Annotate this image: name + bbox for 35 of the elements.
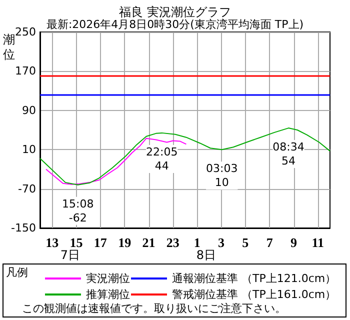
legend-label: 推算潮位 (86, 288, 130, 301)
y-tick-label: 250 (15, 26, 36, 38)
x-tick-label: 15 (70, 235, 84, 250)
x-tick-label: 23 (166, 235, 180, 250)
annotation: 03:03 10 (206, 162, 238, 190)
y-tick-label: -70 (18, 182, 36, 196)
annotation: 08:34 54 (272, 140, 304, 168)
x-tick-label: 11 (312, 235, 324, 250)
x-tick-label: 5 (242, 235, 250, 250)
legend-label: 警戒潮位基準 （TP上161.0cm） (172, 288, 336, 301)
text: この観測値は速報値です。取り扱いにご注意下さい。 (22, 302, 286, 315)
chart-subtitle: 最新:2026年4月8日0時30分(東京湾平均海面 TP上) (46, 18, 304, 31)
x-tick-label: 19 (118, 235, 132, 250)
x-tick-label: 13 (46, 235, 60, 250)
x-tick-label: 3 (218, 235, 225, 250)
x2-tick-label: 8日 (196, 248, 216, 262)
y-tick-label: 170 (15, 64, 36, 78)
y-axis-title: 潮位 (3, 32, 15, 62)
x-tick-label: 17 (94, 235, 108, 250)
line-series (46, 138, 187, 185)
y-tick-label: 90 (22, 104, 36, 117)
x-tick-label: 21 (142, 235, 156, 250)
legend-title: 凡例 (6, 266, 28, 279)
x-tick-label: 9 (290, 235, 298, 250)
annotation: 15:08 -62 (62, 197, 94, 224)
line-series (40, 128, 330, 186)
chart-title: 福良 実況潮位グラフ (119, 5, 231, 19)
x-tick-label: 1 (194, 235, 200, 250)
legend-label: 実況潮位 (86, 272, 130, 285)
x-tick-label: 7 (266, 235, 274, 250)
legend-label: 通報潮位基準 （TP上121.0cm） (172, 272, 336, 285)
x2-tick-label: 7日 (60, 248, 80, 262)
annotation: 22:05 44 (146, 145, 178, 172)
y-tick-label: -150 (11, 222, 36, 234)
y-tick-label: 10 (22, 143, 36, 156)
